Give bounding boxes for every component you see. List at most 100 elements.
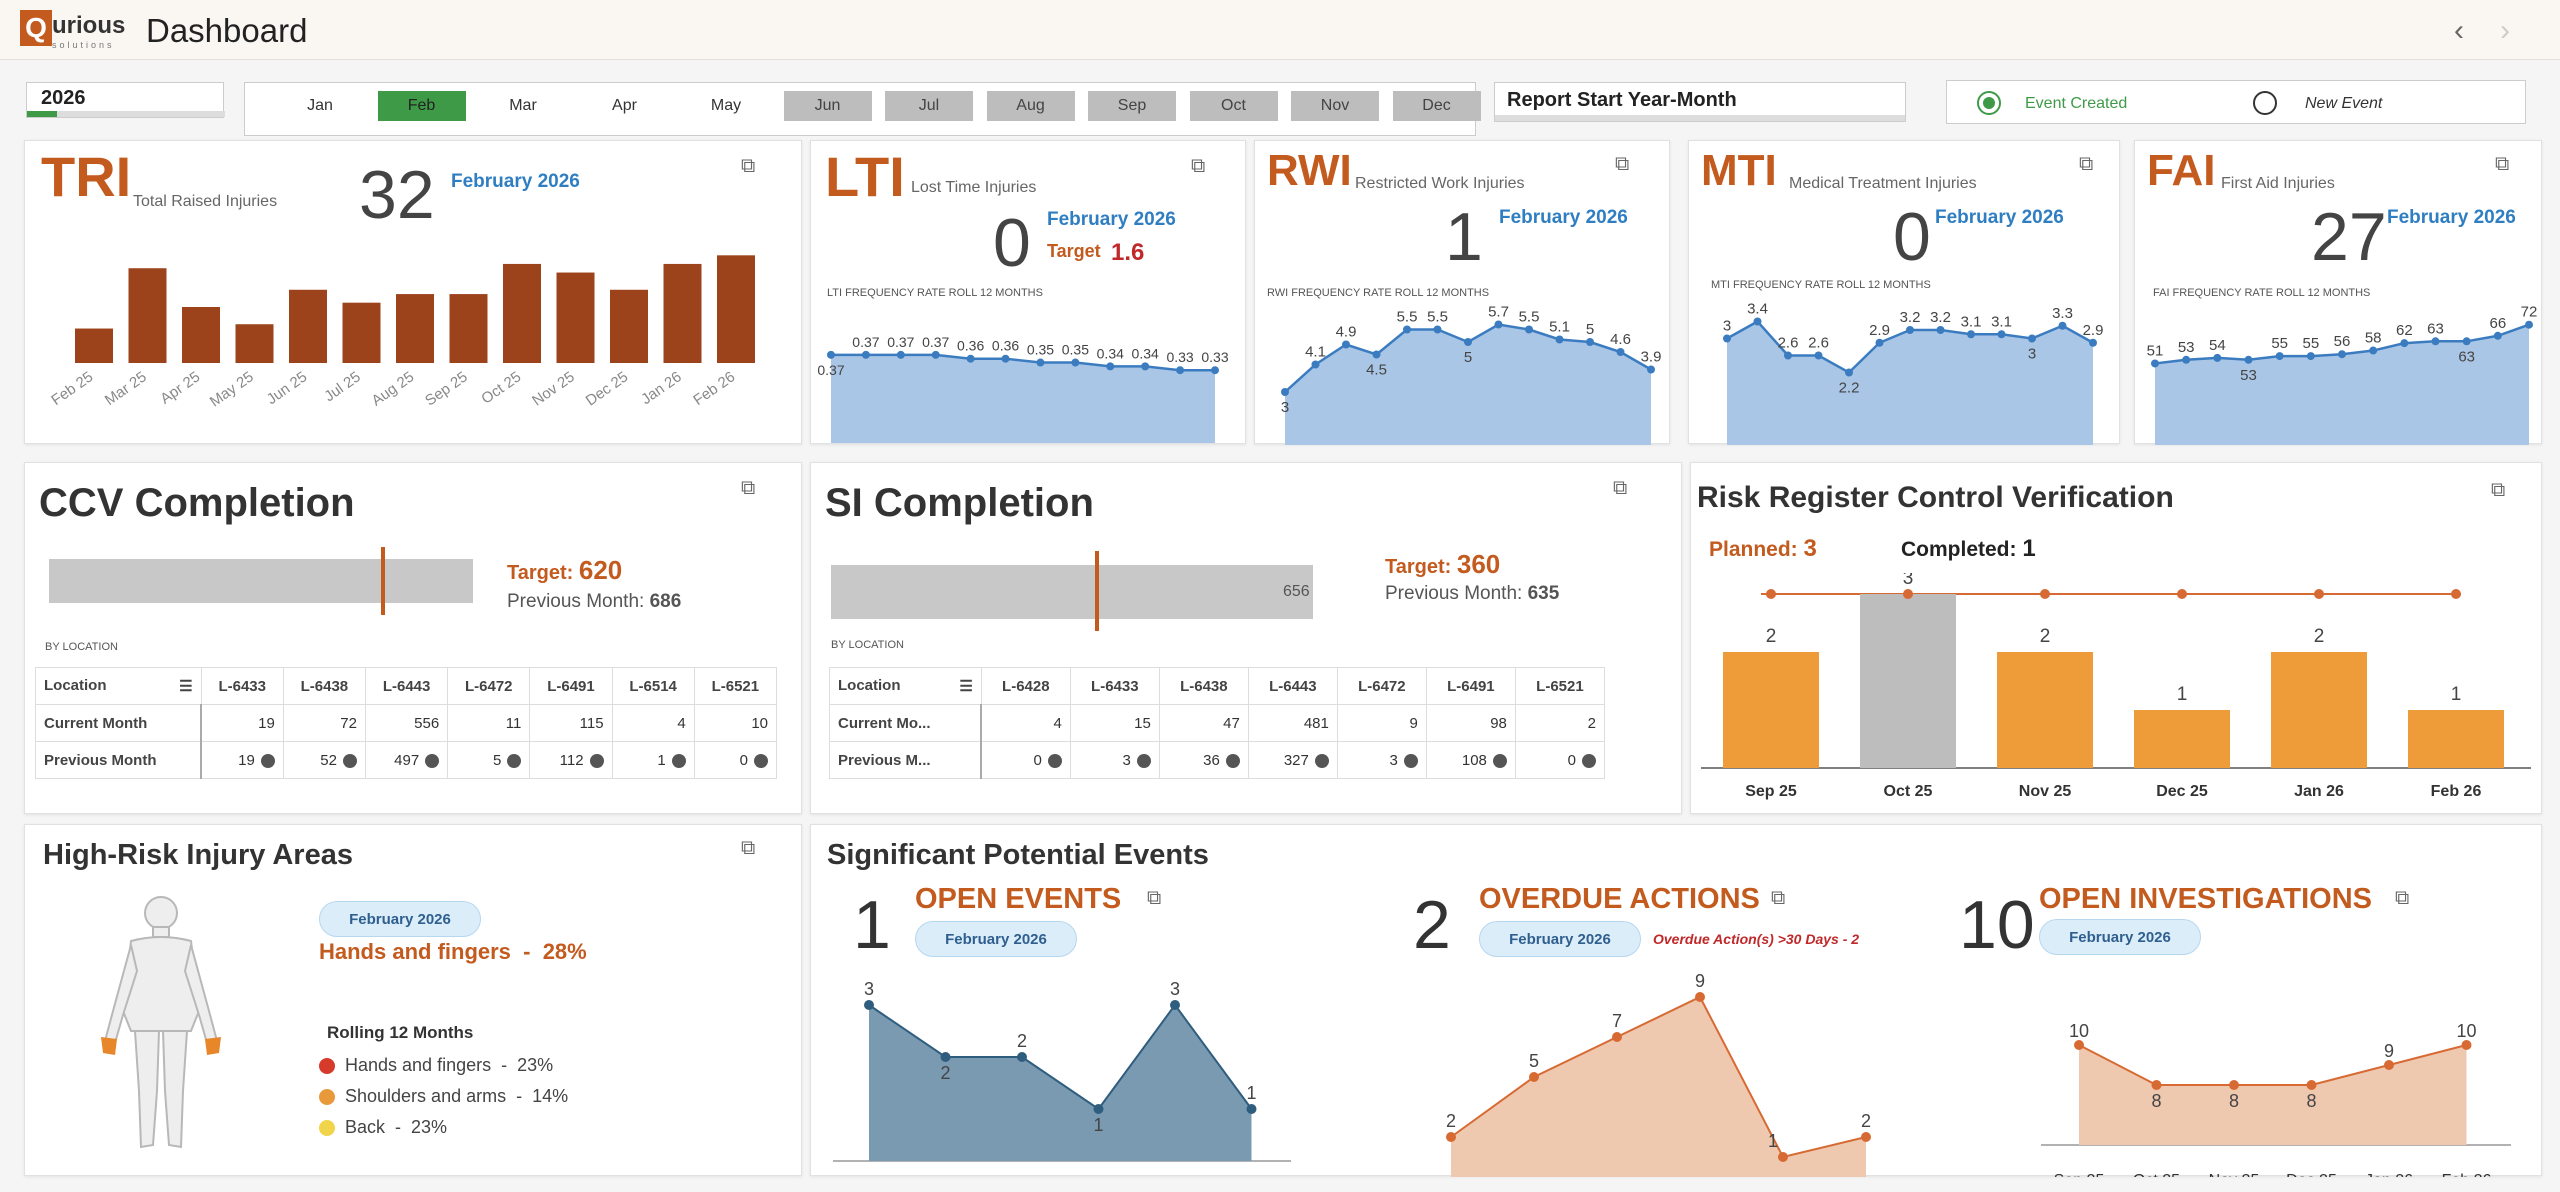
mti-value: 0	[1893, 199, 1931, 275]
external-link-icon[interactable]: ⧉	[2395, 887, 2410, 909]
area-point	[966, 354, 975, 363]
rwi-value: 1	[1445, 199, 1483, 275]
month-dec[interactable]: Dec	[1392, 91, 1481, 121]
forward-icon[interactable]: ›	[2500, 14, 2510, 47]
data-label: 8	[2151, 1091, 2161, 1111]
month-jan[interactable]: Jan	[307, 97, 333, 114]
external-link-icon[interactable]: ⧉	[2491, 479, 2506, 501]
hria-headline: Hands and fingers - 28%	[319, 939, 587, 964]
year-value: 2026	[41, 87, 86, 109]
report-start-field[interactable]: Report Start Year-Month	[1494, 82, 1906, 122]
page-title: Dashboard	[146, 12, 308, 49]
location-col: L-6433	[200, 667, 284, 705]
menu-icon[interactable]: ☰	[179, 678, 193, 695]
si-bar-value: 656	[1283, 583, 1310, 600]
data-label: 5	[1586, 321, 1594, 338]
rwi-month: February 2026	[1499, 207, 1628, 228]
tri-x-label: Jun 25	[264, 368, 311, 408]
data-label: 3	[864, 979, 874, 999]
month-sep[interactable]: Sep	[1088, 91, 1176, 121]
event-created-radio[interactable]	[1977, 91, 2001, 115]
month-aug[interactable]: Aug	[986, 91, 1075, 121]
tri-x-label: Dec 25	[583, 368, 632, 409]
location-col: L-6521	[693, 667, 778, 705]
status-dot-icon	[589, 753, 604, 768]
month-mar[interactable]: Mar	[509, 97, 537, 114]
menu-icon[interactable]: ☰	[959, 678, 973, 695]
risk-completed-label: Completed:	[1901, 538, 2017, 561]
area-point	[1403, 325, 1411, 334]
external-link-icon[interactable]: ⧉	[1191, 155, 1206, 177]
area-point	[2431, 337, 2440, 346]
area-point	[1845, 368, 1853, 377]
external-link-icon[interactable]: ⧉	[1771, 887, 1786, 909]
data-label: 3	[2028, 346, 2036, 363]
external-link-icon[interactable]: ⧉	[741, 837, 756, 859]
risk-bar	[2408, 710, 2504, 768]
x-label: Jan 26	[2365, 1172, 2413, 1177]
area-point	[1906, 326, 1914, 334]
data-label: 5.1	[1549, 319, 1570, 336]
table-cell: 10	[693, 704, 778, 742]
table-cell: 115	[529, 704, 613, 742]
overdue-month: February 2026	[1479, 921, 1641, 957]
tri-x-label: Oct 25	[478, 368, 524, 407]
tri-value: 32	[359, 157, 435, 233]
area-point	[931, 350, 940, 359]
x-label: Nov 25	[2019, 783, 2072, 800]
data-label: 58	[2365, 330, 2382, 347]
status-dot-icon	[1403, 753, 1418, 768]
tri-bar	[75, 328, 113, 363]
legend-dot-icon	[319, 1058, 335, 1075]
month-apr[interactable]: Apr	[612, 97, 637, 114]
external-link-icon[interactable]: ⧉	[1613, 477, 1628, 499]
area-point	[1464, 338, 1472, 346]
area-point	[1106, 362, 1115, 371]
table-cell: 36	[1158, 741, 1249, 779]
risk-bar	[1997, 652, 2093, 768]
area-point	[2213, 353, 2222, 362]
si-prev: 635	[1527, 583, 1560, 604]
tri-x-label: May 25	[207, 368, 257, 410]
ccv-prev-label: Previous Month:	[507, 591, 645, 612]
month-oct[interactable]: Oct	[1189, 91, 1278, 121]
data-label: 51	[2147, 342, 2164, 359]
target-point	[1766, 589, 1776, 599]
tri-bar	[717, 255, 755, 363]
external-link-icon[interactable]: ⧉	[2079, 153, 2094, 175]
external-link-icon[interactable]: ⧉	[2495, 153, 2510, 175]
month-jul[interactable]: Jul	[885, 91, 973, 121]
data-label: 0.36	[992, 338, 1019, 354]
year-select[interactable]: 2026	[26, 82, 225, 118]
external-link-icon[interactable]: ⧉	[741, 155, 756, 177]
report-start-label: Report Start Year-Month	[1507, 89, 1737, 111]
fai-month: February 2026	[2387, 207, 2516, 228]
fai-label: First Aid Injuries	[2221, 175, 2335, 192]
open-events-num: 1	[853, 887, 891, 963]
external-link-icon[interactable]: ⧉	[1147, 887, 1162, 909]
external-link-icon[interactable]: ⧉	[1615, 153, 1630, 175]
area-point	[1753, 317, 1762, 326]
tri-x-label: Feb 25	[48, 368, 96, 409]
month-nov[interactable]: Nov	[1291, 91, 1379, 121]
back-icon[interactable]: ‹	[2454, 14, 2464, 47]
lti-roll-label: LTI FREQUENCY RATE ROLL 12 MONTHS	[827, 287, 1043, 299]
data-label: 8	[2229, 1091, 2239, 1111]
area-point	[2244, 355, 2253, 364]
x-label: Sep 25	[1745, 783, 1797, 800]
data-label: 4.6	[1610, 331, 1631, 348]
month-jun[interactable]: Jun	[783, 91, 872, 121]
new-event-radio[interactable]	[2253, 91, 2277, 115]
table-cell: 19	[200, 741, 284, 779]
tri-bar	[235, 324, 274, 363]
data-label: 10	[2069, 1021, 2089, 1041]
external-link-icon[interactable]: ⧉	[741, 477, 756, 499]
data-label: 0.34	[1132, 345, 1159, 361]
month-feb[interactable]: Feb	[377, 91, 466, 121]
data-label: 7	[1612, 1011, 1622, 1031]
month-may[interactable]: May	[710, 97, 742, 114]
data-label: 0.33	[1166, 349, 1193, 365]
legend-label: Back - 23%	[345, 1117, 448, 1137]
tri-bar	[342, 302, 381, 363]
hria-legend-item: Shoulders and arms - 14%	[319, 1086, 568, 1107]
